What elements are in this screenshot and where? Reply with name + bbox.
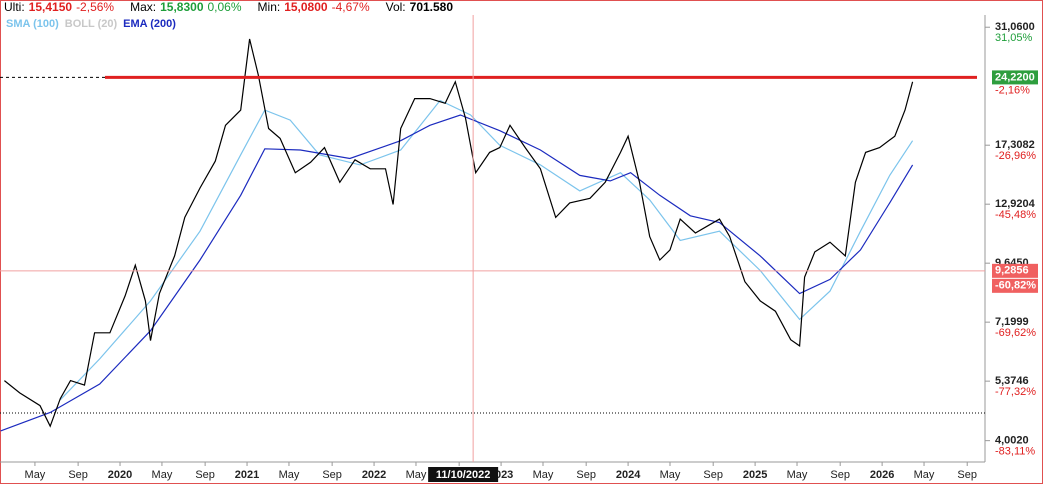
- y-tick-change: -26,96%: [995, 150, 1036, 162]
- y-tick-label: 5,3746: [995, 375, 1029, 387]
- x-tick-label: May: [533, 469, 554, 481]
- y-tick-label: 17,3082: [995, 139, 1035, 151]
- legend-entry: SMA (100): [6, 18, 59, 30]
- x-tick-label: May: [25, 469, 46, 481]
- y-tick-change: 31,05%: [995, 32, 1033, 44]
- x-tick-label: 2022: [362, 469, 386, 481]
- stat-value: 15,8300: [160, 0, 204, 14]
- x-tick-label: Sep: [68, 469, 88, 481]
- crosshair-x-label: 11/10/2022: [436, 469, 490, 481]
- stat-change: 0,06%: [208, 0, 242, 14]
- x-tick-label: May: [787, 469, 808, 481]
- stat-label: Min:: [258, 0, 281, 14]
- stat-change: -4,67%: [332, 0, 370, 14]
- crosshair-y-box: [992, 263, 1038, 278]
- last-price-change: -2,16%: [995, 84, 1030, 96]
- y-tick-change: -77,32%: [995, 386, 1036, 398]
- x-tick-label: May: [914, 469, 935, 481]
- x-tick-label: Sep: [830, 469, 850, 481]
- last-price-label: 24,2200: [995, 71, 1035, 83]
- x-tick-label: Sep: [195, 469, 215, 481]
- series-line: [59, 99, 914, 401]
- crosshair-y-label: 9,2856: [995, 265, 1029, 277]
- y-tick-change: -45,48%: [995, 209, 1036, 221]
- x-tick-label: Sep: [703, 469, 723, 481]
- stat-change: -2,56%: [76, 0, 114, 14]
- crosshair-x-box: [428, 467, 499, 482]
- legend-entry: EMA (200): [123, 18, 176, 30]
- x-tick-label: 2021: [235, 469, 259, 481]
- last-price-box: [992, 70, 1038, 85]
- x-tick-label: 2024: [616, 469, 641, 481]
- stat-value: 701.580: [410, 0, 454, 14]
- y-tick-label: 4,0020: [995, 435, 1029, 447]
- y-tick-label: 31,0600: [995, 21, 1035, 33]
- y-tick-change: -69,62%: [995, 327, 1036, 339]
- stat-label: Ulti:: [4, 0, 25, 14]
- x-tick-label: Sep: [576, 469, 596, 481]
- y-tick-label: 7,1999: [995, 316, 1029, 328]
- stat-label: Max:: [130, 0, 156, 14]
- legend-entry: BOLL (20): [65, 18, 118, 30]
- series-line: [4, 38, 914, 428]
- x-tick-label: May: [152, 469, 173, 481]
- stat-value: 15,4150: [29, 0, 73, 14]
- crosshair-change-box: [992, 278, 1038, 293]
- stat-value: 15,0800: [284, 0, 328, 14]
- x-tick-label: 2025: [743, 469, 767, 481]
- x-tick-label: 2026: [870, 469, 894, 481]
- x-tick-label: 2020: [108, 469, 132, 481]
- x-tick-label: May: [406, 469, 427, 481]
- y-tick-label: 12,9204: [995, 198, 1036, 210]
- x-tick-label: Sep: [957, 469, 977, 481]
- x-tick-label: May: [660, 469, 681, 481]
- y-tick-change: -83,11%: [995, 446, 1035, 458]
- stat-label: Vol:: [386, 0, 406, 14]
- x-tick-label: May: [279, 469, 300, 481]
- crosshair-y-change: -60,82%: [995, 280, 1036, 292]
- x-tick-label: Sep: [322, 469, 342, 481]
